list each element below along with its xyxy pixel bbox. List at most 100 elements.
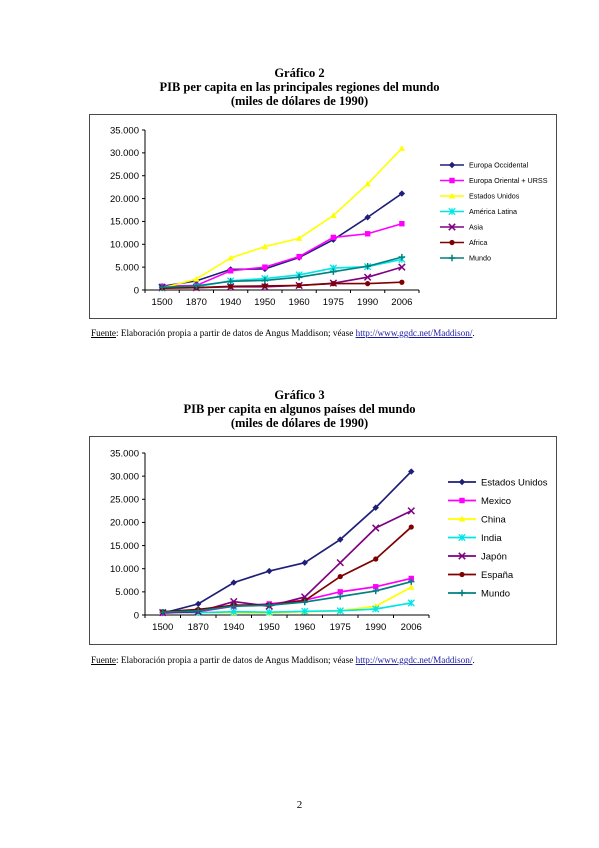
data-point — [364, 214, 371, 221]
figure-1-source-note: Fuente: Elaboración propia a partir de d… — [91, 328, 475, 339]
y-tick-label: 30.000 — [110, 471, 139, 482]
figure-1-source-link[interactable]: http://www.ggdc.net/Maddison/ — [355, 328, 473, 338]
series-7 — [159, 578, 415, 616]
figure-1-title: PIB per capita en las principales region… — [159, 80, 440, 94]
legend-item: Europa Oriental + URSS — [440, 176, 548, 185]
y-tick-label: 10.000 — [110, 240, 139, 251]
x-tick-label: 1500 — [152, 297, 173, 308]
y-tick-label: 15.000 — [110, 217, 139, 228]
legend-label: Japón — [481, 551, 507, 562]
data-point — [337, 593, 344, 600]
legend-item: Estados Unidos — [448, 477, 548, 488]
legend-marker — [448, 254, 456, 262]
series-line — [162, 281, 402, 289]
legend-label: España — [481, 570, 514, 581]
data-point — [407, 507, 415, 515]
figure-2-source-note: Fuente: Elaboración propia a partir de d… — [91, 655, 475, 666]
series-line — [162, 602, 412, 614]
y-tick-label: 15.000 — [110, 541, 139, 552]
x-tick-label: 1975 — [323, 297, 344, 308]
data-point — [408, 524, 414, 530]
data-point — [261, 243, 269, 250]
y-tick-label: 0 — [134, 610, 139, 621]
legend-label: Asia — [469, 223, 483, 232]
figure-2-title: PIB per capita en algunos países del mun… — [183, 402, 416, 416]
figure-1-chart-svg: 0 5.000 10.000 15.000 20.000 25.000 30.000 35.0… — [110, 125, 548, 308]
data-point — [365, 281, 371, 287]
data-point — [295, 274, 303, 281]
legend-marker — [458, 515, 466, 522]
data-point — [195, 607, 202, 615]
y-tick-label: 25.000 — [110, 171, 139, 182]
figure-2-source-link[interactable]: http://www.ggdc.net/Maddison/ — [355, 655, 473, 665]
legend-label: Mundo — [481, 588, 510, 599]
data-point — [159, 609, 166, 616]
data-point — [336, 607, 344, 615]
x-tick-label: 1500 — [152, 622, 173, 633]
data-point — [399, 221, 405, 227]
data-point — [364, 263, 371, 270]
data-point — [296, 253, 302, 260]
y-tick-label: 35.000 — [110, 448, 139, 459]
chart-legend: Estados Unidos Mexico China India Japón Españ… — [448, 477, 548, 599]
x-tick-label: 1990 — [357, 297, 378, 308]
x-tick-label: 2006 — [391, 297, 412, 308]
figure-2-source-end: . — [472, 655, 475, 665]
chart-legend: Europa Occidental Europa Oriental + URSS E… — [440, 161, 548, 263]
data-point — [363, 273, 372, 281]
x-tick-label: 1990 — [365, 622, 386, 633]
legend-item: Japón — [448, 551, 507, 562]
legend-item: España — [448, 570, 514, 581]
y-tick-label: 5.000 — [115, 262, 139, 273]
data-point — [373, 584, 379, 590]
legend-label: Estados Unidos — [481, 477, 548, 488]
x-tick-label: 1870 — [188, 622, 209, 633]
series-line — [161, 147, 403, 289]
legend-label: India — [481, 533, 502, 544]
legend-marker — [458, 478, 466, 486]
x-tick-label: 1940 — [220, 297, 241, 308]
legend-item: China — [448, 514, 507, 525]
legend-label: Africa — [469, 238, 487, 247]
data-point — [262, 264, 268, 270]
figure-2-source-text: : Elaboración propia a partir de datos d… — [116, 655, 356, 665]
figure-2-chart: 0 5.000 10.000 15.000 20.000 25.000 30.000 35.0… — [89, 436, 557, 645]
data-point — [261, 277, 269, 284]
y-tick-label: 20.000 — [110, 518, 139, 529]
data-point — [227, 254, 234, 261]
legend-item: Asia — [440, 223, 483, 232]
figure-1-source-label: Fuente — [91, 328, 117, 338]
legend-label: China — [481, 514, 507, 525]
data-point — [262, 283, 268, 289]
data-point — [266, 567, 273, 575]
data-point — [372, 605, 380, 613]
data-point — [373, 556, 379, 562]
data-point — [330, 234, 337, 241]
data-point — [408, 575, 414, 582]
data-point — [398, 263, 406, 271]
legend-item: Mundo — [448, 588, 510, 599]
figure-1-units: (miles de dólares de 1990) — [230, 94, 369, 108]
legend-item: Africa — [440, 238, 487, 247]
series-5 — [159, 507, 415, 617]
legend-label: Mundo — [469, 254, 491, 263]
x-tick-label: 1940 — [223, 622, 244, 633]
y-tick-label: 0 — [134, 285, 139, 296]
data-point — [336, 558, 344, 567]
page-number: 2 — [296, 799, 303, 811]
figure-2-number: Gráfico 3 — [274, 388, 325, 402]
series-line — [162, 580, 412, 614]
data-point — [399, 279, 405, 285]
series-1 — [158, 190, 406, 290]
legend-label: América Latina — [469, 207, 517, 216]
x-tick-label: 1870 — [186, 297, 207, 308]
y-tick-label: 30.000 — [110, 148, 139, 159]
data-point — [301, 559, 308, 566]
data-point — [398, 145, 406, 151]
data-point — [364, 231, 371, 237]
data-point — [330, 281, 336, 287]
legend-label: Estados Unidos — [469, 192, 520, 201]
legend-marker — [458, 589, 466, 597]
figure-1-chart: 0 5.000 10.000 15.000 20.000 25.000 30.000 35.0… — [89, 114, 557, 319]
figure-2-source-label: Fuente — [91, 655, 117, 665]
